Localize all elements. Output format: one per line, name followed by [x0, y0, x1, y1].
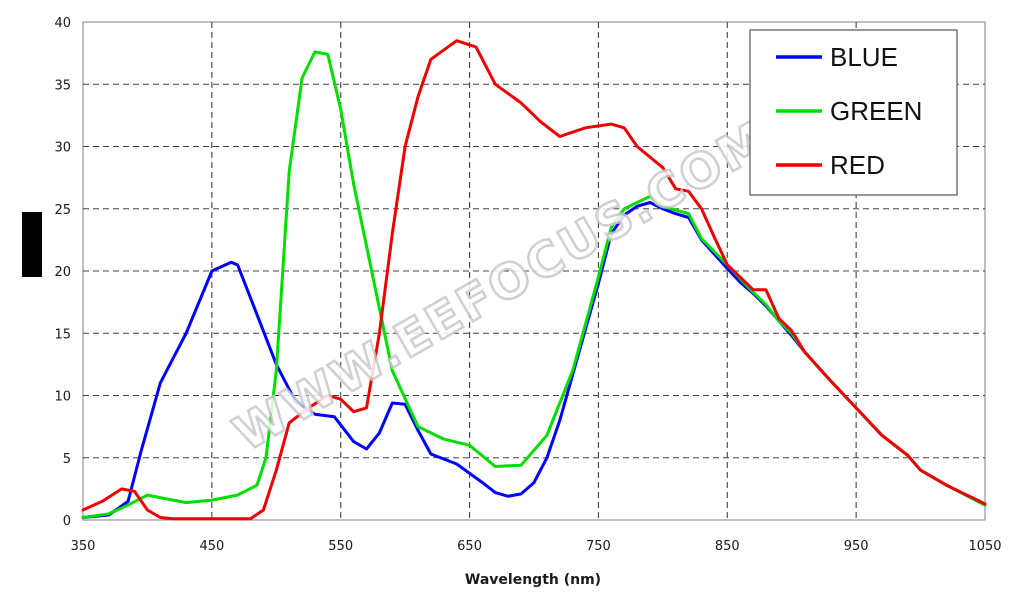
series-line-red [81, 39, 987, 521]
x-tick-label: 1050 [968, 539, 1001, 554]
x-tick-label: 650 [457, 539, 482, 554]
y-tick-label: 20 [54, 265, 71, 280]
legend: BLUE GREEN RED [749, 29, 958, 196]
legend-label-red: RED [830, 150, 885, 180]
x-tick-label: 750 [586, 539, 611, 554]
y-tick-label: 15 [54, 327, 71, 342]
y-tick-label: 5 [63, 452, 71, 467]
y-tick-label: 10 [54, 390, 71, 405]
y-tick-label: 40 [54, 16, 71, 31]
x-axis-label: Wavelength (nm) [465, 572, 601, 588]
x-tick-label: 550 [328, 539, 353, 554]
x-tick-label: 350 [71, 539, 96, 554]
x-tick-labels: 350 450 550 650 750 850 950 1050 [71, 539, 1002, 554]
x-tick-label: 950 [844, 539, 869, 554]
y-tick-label: 35 [54, 78, 71, 93]
x-tick-label: 450 [199, 539, 224, 554]
legend-label-blue: BLUE [830, 42, 898, 72]
y-tick-label: 25 [54, 203, 71, 218]
y-tick-labels: 0 5 10 15 20 25 30 35 40 [54, 16, 71, 529]
x-tick-label: 850 [715, 539, 740, 554]
series-lines [81, 39, 987, 521]
y-axis-label-redaction [22, 212, 42, 277]
y-tick-label: 0 [63, 514, 71, 529]
y-tick-label: 30 [54, 141, 71, 156]
legend-label-green: GREEN [830, 96, 922, 126]
